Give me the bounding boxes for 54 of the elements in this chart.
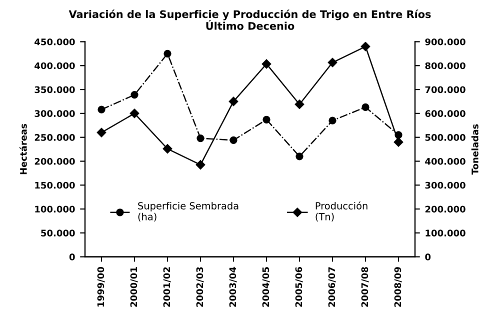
y2-tick-label: 100.000 xyxy=(426,230,466,236)
y2-tick-label: 700.000 xyxy=(425,86,466,94)
y-tick-label: 50.000 xyxy=(41,230,75,236)
y-tick-label: 200.000 xyxy=(34,158,75,165)
y2-tick-label: 400.000 xyxy=(425,158,466,165)
point xyxy=(230,136,238,144)
x-tick-label: 2006/07 xyxy=(328,267,336,307)
y2-tick-label: 800.000 xyxy=(425,62,466,70)
x-tick-label: 2005/06 xyxy=(295,267,303,307)
point xyxy=(164,50,172,58)
point xyxy=(328,58,338,68)
y-tick-label: 450.000 xyxy=(34,38,75,46)
x-tick-label: 2002/03 xyxy=(196,267,204,307)
point xyxy=(96,128,106,138)
point xyxy=(262,116,270,124)
point xyxy=(262,59,272,69)
x-tick-label: 2001/02 xyxy=(163,267,171,307)
point xyxy=(228,96,238,106)
point xyxy=(328,116,336,124)
y2-tick-label: 0 xyxy=(425,254,431,260)
y2-tick-label: 500.000 xyxy=(425,134,466,141)
point xyxy=(130,108,140,118)
y-tick-label: 150.000 xyxy=(35,182,75,189)
y2-tick-label: 300.000 xyxy=(425,182,466,189)
y-tick-label: 350.000 xyxy=(34,86,75,94)
point xyxy=(130,90,138,99)
y-tick-label: 250.000 xyxy=(34,134,75,141)
point xyxy=(394,137,404,147)
x-tick-label: 2007/08 xyxy=(361,267,369,307)
x-tick-label: 2000/01 xyxy=(130,267,138,307)
chart-title: Variación de la Superficie y Producción de Trigo en Entre Ríos Último Decenio xyxy=(68,10,431,30)
point xyxy=(98,106,106,114)
point xyxy=(294,100,304,109)
y-tick-label: 100.000 xyxy=(35,206,75,213)
y-tick-label: 0 xyxy=(69,254,75,260)
y2-tick-label: 200.000 xyxy=(425,206,466,213)
y2-axis-title: Toneladas xyxy=(471,124,478,175)
point xyxy=(162,144,172,154)
x-tick-label: 1999/00 xyxy=(97,266,105,306)
y2-tick-label: 600.000 xyxy=(425,110,466,117)
y-tick-label: 300.000 xyxy=(34,110,75,117)
x-tick-label: 2004/05 xyxy=(262,267,270,307)
point xyxy=(296,152,304,160)
point xyxy=(196,160,206,170)
y-tick-label: 400.000 xyxy=(34,62,75,70)
y2-tick-label: 900.000 xyxy=(425,38,466,46)
point xyxy=(196,134,204,142)
legend-label: Superficie Sembrada (ha) xyxy=(138,202,238,222)
y-axis-title: Hectáreas xyxy=(20,124,27,174)
x-tick-label: 2003/04 xyxy=(229,266,237,307)
point xyxy=(360,42,370,52)
point xyxy=(362,103,370,112)
legend-label: Producción (Tn) xyxy=(316,202,368,222)
x-tick-label: 2008/09 xyxy=(394,267,402,307)
